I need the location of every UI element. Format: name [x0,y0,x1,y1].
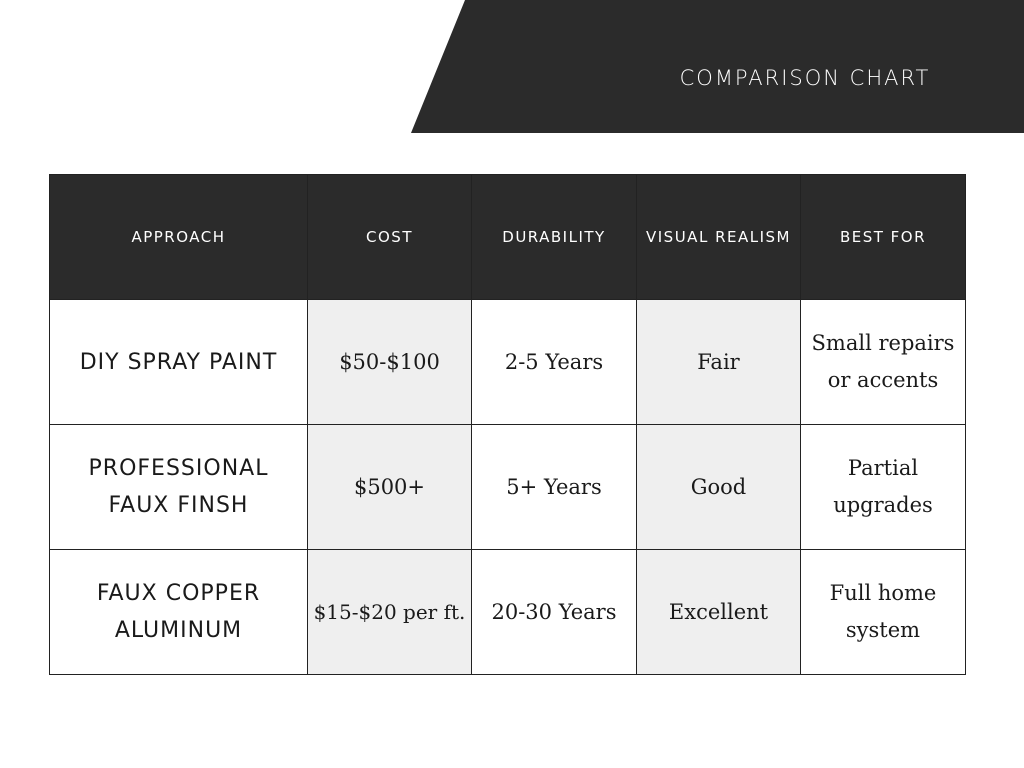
banner-shape [411,0,1024,133]
cell-visual-realism: Excellent [636,549,801,675]
column-header-durability: DURABILITY [471,174,637,300]
column-header-visual-realism: VISUAL REALISM [636,174,801,300]
page-title: COMPARISON CHART [679,66,931,90]
cell-cost: $15-$20 per ft. [307,549,472,675]
cell-cost: $50-$100 [307,299,472,425]
cell-durability: 5+ Years [471,424,637,550]
cell-best-for: Partial upgrades [800,424,966,550]
column-header-best-for: BEST FOR [800,174,966,300]
comparison-table: APPROACH COST DURABILITY VISUAL REALISM … [49,174,966,675]
column-header-approach: APPROACH [49,174,308,300]
cell-durability: 20-30 Years [471,549,637,675]
cell-best-for: Small repairs or accents [800,299,966,425]
cell-best-for: Full home system [800,549,966,675]
cell-visual-realism: Good [636,424,801,550]
cell-durability: 2-5 Years [471,299,637,425]
cell-visual-realism: Fair [636,299,801,425]
column-header-cost: COST [307,174,472,300]
header-row: APPROACH COST DURABILITY VISUAL REALISM … [49,174,966,300]
table-row: PROFESSIONAL FAUX FINSH $500+ 5+ Years G… [49,424,966,550]
cell-approach: FAUX COPPER ALUMINUM [49,549,308,675]
cell-approach: PROFESSIONAL FAUX FINSH [49,424,308,550]
cell-approach: DIY SPRAY PAINT [49,299,308,425]
title-banner [411,0,1024,133]
cell-cost: $500+ [307,424,472,550]
table-row: DIY SPRAY PAINT $50-$100 2-5 Years Fair … [49,299,966,425]
table-row: FAUX COPPER ALUMINUM $15-$20 per ft. 20-… [49,549,966,675]
